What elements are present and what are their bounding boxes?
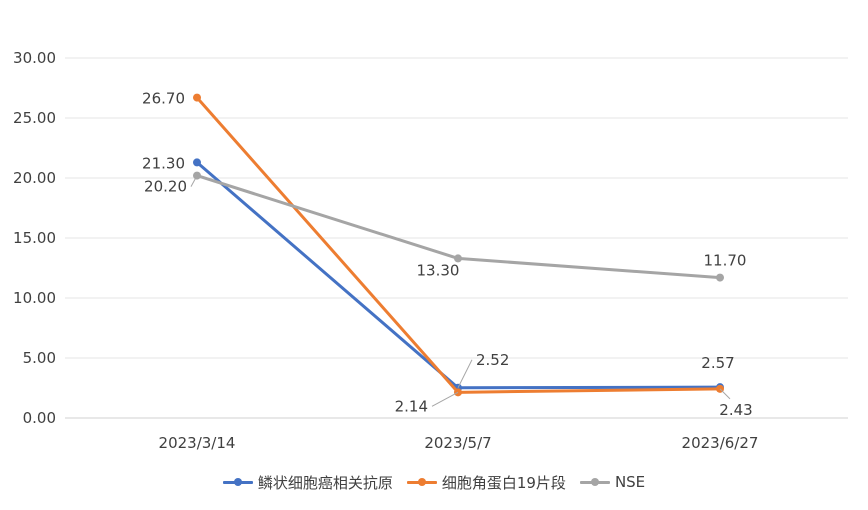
data-label: 20.20 — [144, 178, 187, 196]
data-point-marker — [716, 273, 724, 282]
legend-marker-icon — [222, 476, 253, 488]
x-axis: 2023/3/14 2023/5/7 2023/6/27 — [159, 434, 759, 452]
legend: 鳞状细胞癌相关抗原 细胞角蛋白19片段 NSE — [0, 470, 868, 494]
x-tick-label: 2023/3/14 — [159, 434, 236, 452]
data-point-marker — [193, 158, 201, 167]
legend-item-nse[interactable]: NSE — [579, 473, 646, 491]
y-tick-label: 10.00 — [13, 289, 56, 307]
legend-item-scc[interactable]: 鳞状细胞癌相关抗原 — [222, 472, 393, 493]
series-group — [193, 93, 724, 397]
data-label: 2.52 — [476, 351, 509, 369]
label-leader-line — [190, 175, 198, 187]
y-tick-label: 5.00 — [23, 349, 56, 367]
y-tick-label: 30.00 — [13, 49, 56, 67]
y-tick-label: 0.00 — [23, 409, 56, 427]
data-label: 2.43 — [719, 401, 752, 419]
data-label: 13.30 — [417, 261, 460, 279]
data-labels: 21.30 2.52 2.57 26.70 2.14 2.43 20.20 13.30 11.7… — [142, 90, 753, 419]
data-label: 11.70 — [704, 252, 747, 270]
data-point-marker — [454, 254, 462, 263]
y-tick-label: 15.00 — [13, 229, 56, 247]
x-tick-label: 2023/5/7 — [424, 434, 491, 452]
y-tick-label: 20.00 — [13, 169, 56, 187]
legend-marker-icon — [579, 476, 610, 488]
legend-marker-icon — [406, 476, 437, 488]
x-tick-label: 2023/6/27 — [682, 434, 759, 452]
legend-label: 鳞状细胞癌相关抗原 — [257, 473, 393, 492]
legend-label: 细胞角蛋白19片段 — [441, 473, 566, 492]
label-leader-line — [719, 388, 731, 400]
data-label: 2.14 — [395, 397, 428, 415]
y-tick-label: 25.00 — [13, 109, 56, 127]
data-label: 26.70 — [142, 90, 185, 108]
label-leader-line — [431, 391, 459, 407]
y-axis: 0.00 5.00 10.00 15.00 20.00 25.00 30.00 — [13, 49, 56, 427]
data-point-marker — [193, 93, 201, 102]
data-label: 21.30 — [142, 154, 185, 172]
label-leader-line — [457, 359, 473, 388]
legend-label: NSE — [614, 473, 646, 491]
data-label: 2.57 — [701, 354, 734, 372]
legend-item-cyfra[interactable]: 细胞角蛋白19片段 — [406, 472, 566, 493]
series-line-cyfra — [195, 96, 722, 394]
